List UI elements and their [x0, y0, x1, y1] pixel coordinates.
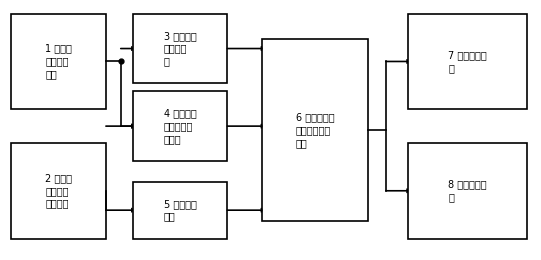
- Text: 1 可见光
图像采集
模块: 1 可见光 图像采集 模块: [45, 44, 72, 79]
- Text: 3 人脸识别
与跟踪模
块: 3 人脸识别 与跟踪模 块: [164, 31, 196, 66]
- Bar: [133, 182, 227, 239]
- Bar: [262, 40, 368, 220]
- Text: 5 红外测温
模块: 5 红外测温 模块: [164, 199, 196, 222]
- Bar: [133, 14, 227, 83]
- Bar: [133, 91, 227, 161]
- Text: 2 红外数
据采集与
处理模块: 2 红外数 据采集与 处理模块: [45, 173, 72, 209]
- Text: 7 声音报警模
块: 7 声音报警模 块: [448, 50, 487, 73]
- Bar: [408, 14, 527, 109]
- Text: 4 红外与可
见光图像配
准模块: 4 红外与可 见光图像配 准模块: [164, 108, 196, 144]
- Text: 8 显示报警模
块: 8 显示报警模 块: [448, 179, 487, 202]
- Bar: [11, 14, 106, 109]
- Bar: [408, 143, 527, 239]
- Bar: [11, 143, 106, 239]
- Text: 6 人体温度计
算与超温判决
模块: 6 人体温度计 算与超温判决 模块: [296, 112, 334, 148]
